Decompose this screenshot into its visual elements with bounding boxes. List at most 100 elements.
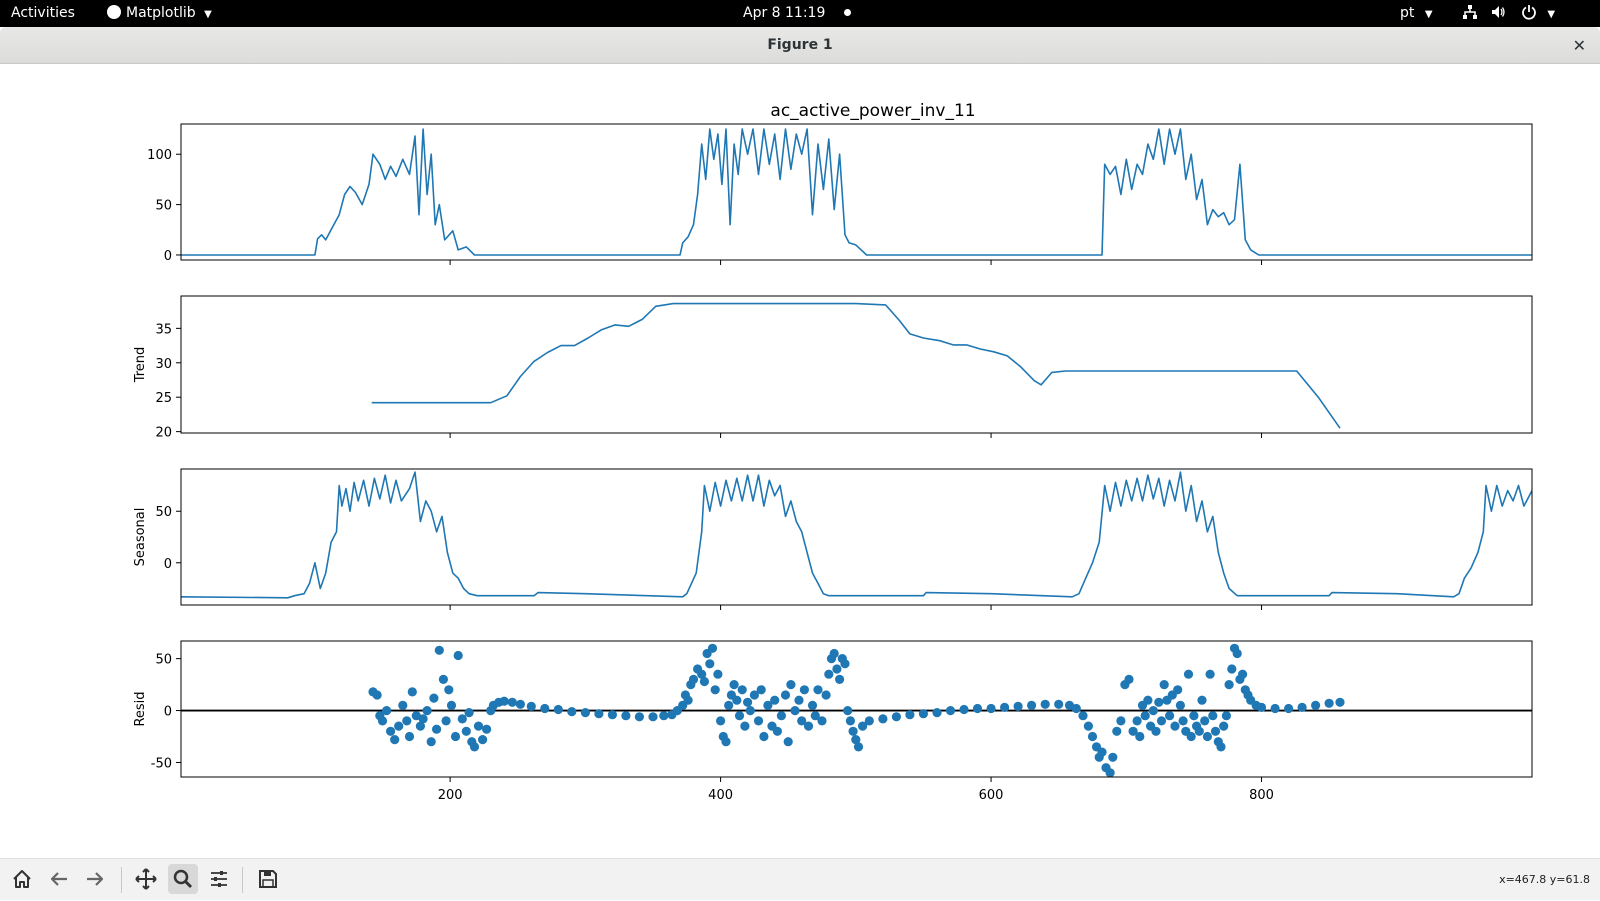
y-tick-label: 50 xyxy=(155,653,172,668)
data-point xyxy=(1083,721,1093,731)
data-point xyxy=(824,669,834,679)
save-icon[interactable] xyxy=(253,864,283,894)
data-point xyxy=(705,659,715,669)
data-point xyxy=(1156,716,1167,726)
data-point xyxy=(737,685,747,695)
data-point xyxy=(1128,726,1138,736)
data-point xyxy=(843,706,853,716)
y-axis-label: Resid xyxy=(133,691,148,726)
series-line xyxy=(181,471,1532,599)
data-point xyxy=(515,699,526,709)
data-point xyxy=(732,695,742,705)
data-point xyxy=(759,731,769,742)
data-point xyxy=(707,643,718,653)
clock[interactable]: Apr 8 11:19 xyxy=(743,0,851,27)
x-tick-label: 200 xyxy=(438,788,463,803)
data-point xyxy=(1140,711,1150,721)
axes-frame xyxy=(180,640,1533,778)
series-line xyxy=(181,128,1532,256)
data-point xyxy=(1186,731,1196,742)
data-point xyxy=(377,716,388,726)
data-point xyxy=(422,706,432,716)
y-tick-label: 50 xyxy=(155,199,172,214)
data-point xyxy=(1159,680,1169,690)
data-point xyxy=(688,674,699,685)
configure-subplots-icon[interactable] xyxy=(204,864,234,894)
data-point xyxy=(745,706,755,716)
data-point xyxy=(807,700,818,711)
data-point xyxy=(1200,716,1210,726)
back-icon[interactable] xyxy=(44,864,74,894)
data-point xyxy=(450,731,461,742)
data-point xyxy=(457,714,467,724)
data-point xyxy=(848,726,858,736)
y-axis-label: Trend xyxy=(133,347,148,384)
data-point xyxy=(729,680,739,690)
system-menu[interactable]: ▼ xyxy=(1462,0,1555,27)
data-point xyxy=(959,704,969,715)
window-title: Figure 1 xyxy=(767,37,833,53)
data-point xyxy=(415,721,425,731)
data-point xyxy=(743,697,753,707)
data-point xyxy=(469,742,480,752)
y-tick-label: 0 xyxy=(164,557,172,572)
data-point xyxy=(721,737,731,747)
app-menu[interactable]: Matplotlib ▼ xyxy=(107,0,212,27)
data-point xyxy=(1054,699,1064,709)
data-point xyxy=(1210,726,1221,736)
data-point xyxy=(372,690,382,700)
data-point xyxy=(648,712,658,722)
data-point xyxy=(659,711,669,721)
data-point xyxy=(1165,711,1175,721)
data-point xyxy=(832,664,842,674)
data-point xyxy=(810,711,820,721)
y-tick-label: 100 xyxy=(147,148,172,163)
data-point xyxy=(386,726,396,736)
data-point xyxy=(763,700,773,711)
data-point xyxy=(1000,702,1010,713)
forward-icon[interactable] xyxy=(80,864,110,894)
data-point xyxy=(1040,699,1050,709)
volume-icon xyxy=(1492,6,1506,18)
data-point xyxy=(461,726,471,736)
data-point xyxy=(1143,695,1153,705)
data-point xyxy=(1027,700,1037,711)
close-icon[interactable]: ✕ xyxy=(1572,36,1586,55)
y-axis-label: Seasonal xyxy=(133,508,148,567)
data-point xyxy=(1105,768,1115,777)
data-point xyxy=(634,712,645,722)
data-point xyxy=(740,721,750,731)
data-point xyxy=(1197,695,1207,705)
data-point xyxy=(1078,711,1088,721)
data-point xyxy=(1194,726,1204,736)
data-point xyxy=(878,714,888,724)
data-point xyxy=(1256,702,1267,713)
activities-button[interactable]: Activities xyxy=(11,5,75,21)
data-point xyxy=(821,690,831,700)
data-point xyxy=(749,690,760,700)
pan-icon[interactable] xyxy=(131,864,161,894)
figure-canvas[interactable]: ac_active_power_inv_11 0 50 100 20 25 30 35 Tre… xyxy=(0,64,1600,858)
data-point xyxy=(426,737,436,747)
data-point xyxy=(1124,674,1134,685)
home-icon[interactable] xyxy=(7,864,37,894)
toolbar-separator xyxy=(242,867,243,893)
data-point xyxy=(753,716,764,726)
data-point xyxy=(803,721,814,731)
data-point xyxy=(1135,731,1145,742)
system-top-bar: Activities Matplotlib ▼ Apr 8 11:19 pt ▼… xyxy=(0,0,1600,27)
network-icon xyxy=(1463,5,1477,19)
toolbar-separator xyxy=(121,867,122,893)
y-tick-label: -50 xyxy=(151,756,172,771)
zoom-icon[interactable] xyxy=(168,864,198,894)
data-point xyxy=(1112,726,1122,736)
matplotlib-icon xyxy=(107,5,121,19)
data-point xyxy=(1173,685,1183,695)
data-point xyxy=(799,685,810,695)
data-point xyxy=(1097,747,1107,757)
keyboard-layout-menu[interactable]: pt ▼ xyxy=(1400,0,1433,27)
data-point xyxy=(1216,742,1226,752)
data-point xyxy=(621,711,631,721)
data-point xyxy=(580,708,591,718)
data-point xyxy=(724,700,734,711)
